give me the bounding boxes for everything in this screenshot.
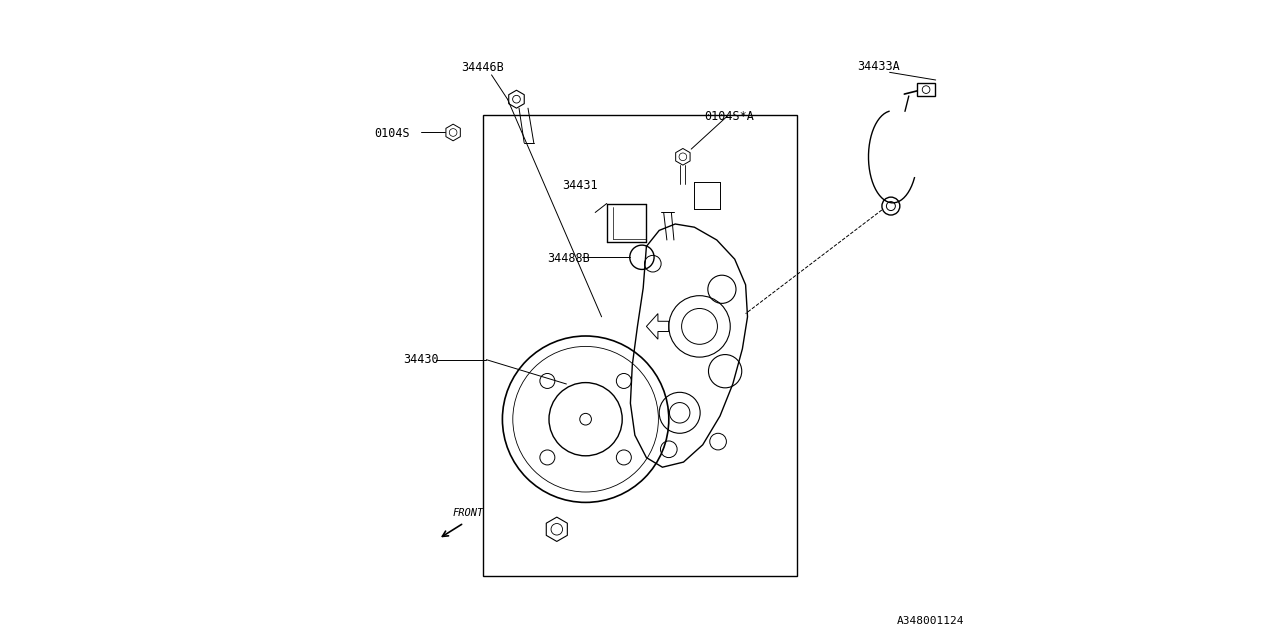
Text: 0104S: 0104S [374, 127, 410, 140]
Text: 34446B: 34446B [461, 61, 503, 74]
Circle shape [580, 413, 591, 425]
Text: 0104S*A: 0104S*A [704, 110, 754, 123]
Text: 34488B: 34488B [548, 252, 590, 265]
Text: A348001124: A348001124 [897, 616, 965, 626]
Text: FRONT: FRONT [453, 508, 484, 518]
Text: 34430: 34430 [403, 353, 439, 366]
Text: 34431: 34431 [562, 179, 598, 192]
Text: 34433A: 34433A [858, 60, 900, 73]
